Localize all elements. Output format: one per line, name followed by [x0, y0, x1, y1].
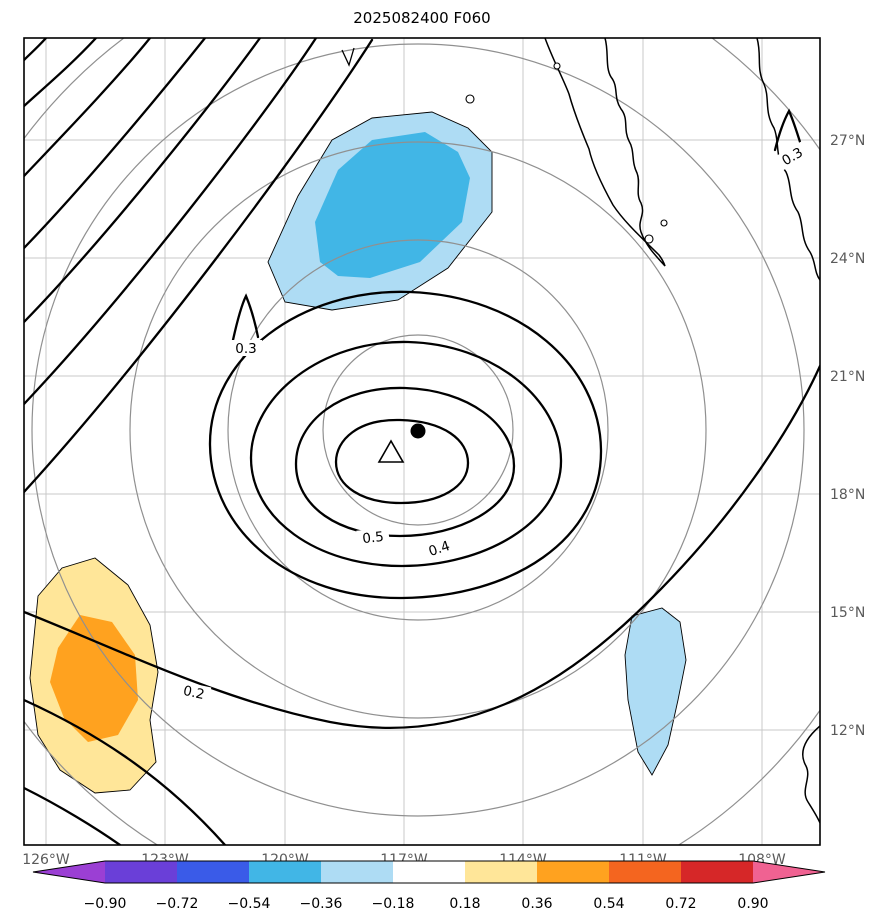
colorbar-segment: [105, 861, 177, 883]
colorbar-tick: 0.72: [665, 896, 696, 912]
colorbar-tick: 0.90: [737, 896, 768, 912]
contour-label: 0.4: [427, 538, 452, 560]
positive-anomaly-core-southwest: [50, 615, 138, 742]
colorbar-tick: 0.54: [593, 896, 624, 912]
colorbar-tick: −0.72: [156, 896, 199, 912]
y-tick-label: 24°N: [830, 251, 865, 267]
colorbar-tick: −0.90: [84, 896, 127, 912]
contour-line: [24, 786, 122, 845]
contour-0-3-chevron-east: [773, 108, 804, 152]
mainland-mexico-coastline: [756, 38, 820, 281]
gulf-island: [660, 219, 668, 227]
colorbar: −0.90 −0.72 −0.54 −0.36 −0.18 0.18 0.36 …: [32, 860, 826, 912]
colorbar-segment: [321, 861, 393, 883]
colorbar-tick: 0.36: [521, 896, 552, 912]
negative-anomaly-core-north: [315, 132, 470, 278]
colorbar-segment: [537, 861, 609, 883]
y-axis-labels: 27°N 24°N 21°N 18°N 15°N 12°N: [830, 133, 865, 739]
triangle-marker: [377, 439, 405, 463]
southeast-coastline: [802, 725, 820, 824]
baja-california-coastline: [544, 38, 666, 267]
contour-lines: [24, 38, 820, 845]
colorbar-tick-labels: −0.90 −0.72 −0.54 −0.36 −0.18 0.18 0.36 …: [84, 896, 769, 912]
contour-0-4-loop: [249, 340, 563, 568]
colorbar-outline: [32, 860, 826, 884]
colorbar-segment: [249, 861, 321, 883]
contour-line: [24, 38, 318, 406]
contour-line: [24, 698, 227, 845]
small-contour-mark: [341, 47, 355, 67]
chart-title: 2025082400 F060: [353, 9, 490, 27]
colorbar-tick: −0.54: [228, 896, 271, 912]
colorbar-under-arrow: [33, 861, 105, 883]
colorbar-segment: [609, 861, 681, 883]
contour-0-2-line: [24, 364, 820, 730]
coastline: [465, 38, 820, 824]
contour-line: [24, 38, 48, 62]
plot-frame: [23, 37, 821, 846]
colorbar-segment: [465, 861, 537, 883]
y-tick-label: 15°N: [830, 605, 865, 621]
gulf-island: [644, 234, 654, 244]
pacific-island: [465, 94, 475, 104]
colorbar-over-arrow: [753, 861, 825, 883]
colorbar-segment: [177, 861, 249, 883]
contour-label: 0.5: [362, 529, 385, 547]
y-tick-label: 21°N: [830, 369, 865, 385]
contour-line: [24, 38, 152, 178]
colorbar-segment: [393, 861, 465, 883]
lat-lon-grid: [24, 38, 820, 845]
contour-line: [24, 38, 98, 108]
x-tick-label: 126°W: [22, 852, 70, 868]
y-tick-label: 18°N: [830, 487, 865, 503]
contour-inner-loop: [334, 418, 470, 505]
shaded-anomaly-regions: [29, 111, 687, 794]
contour-line: [24, 38, 262, 324]
contour-0-3-loop: [208, 290, 603, 600]
colorbar-tick: −0.18: [372, 896, 415, 912]
contour-line: [24, 38, 374, 494]
y-tick-label: 27°N: [830, 133, 865, 149]
contour-0-5-loop: [294, 386, 516, 538]
contour-label: 0.3: [235, 341, 256, 357]
colorbar-tick: −0.36: [300, 896, 343, 912]
contour-0-3-chevron-west: [231, 293, 260, 342]
contour-label: 0.2: [182, 683, 206, 703]
negative-anomaly-southeast: [624, 607, 687, 776]
y-tick-label: 12°N: [830, 723, 865, 739]
colorbar-segment: [681, 861, 753, 883]
pacific-island: [553, 62, 561, 70]
contour-line: [24, 38, 207, 250]
contour-label-group: 0.3 0.3 0.5 0.4 0.2: [176, 141, 810, 704]
storm-center-dot: [410, 423, 426, 439]
storm-center-marker: [377, 423, 426, 463]
colorbar-tick: 0.18: [449, 896, 480, 912]
